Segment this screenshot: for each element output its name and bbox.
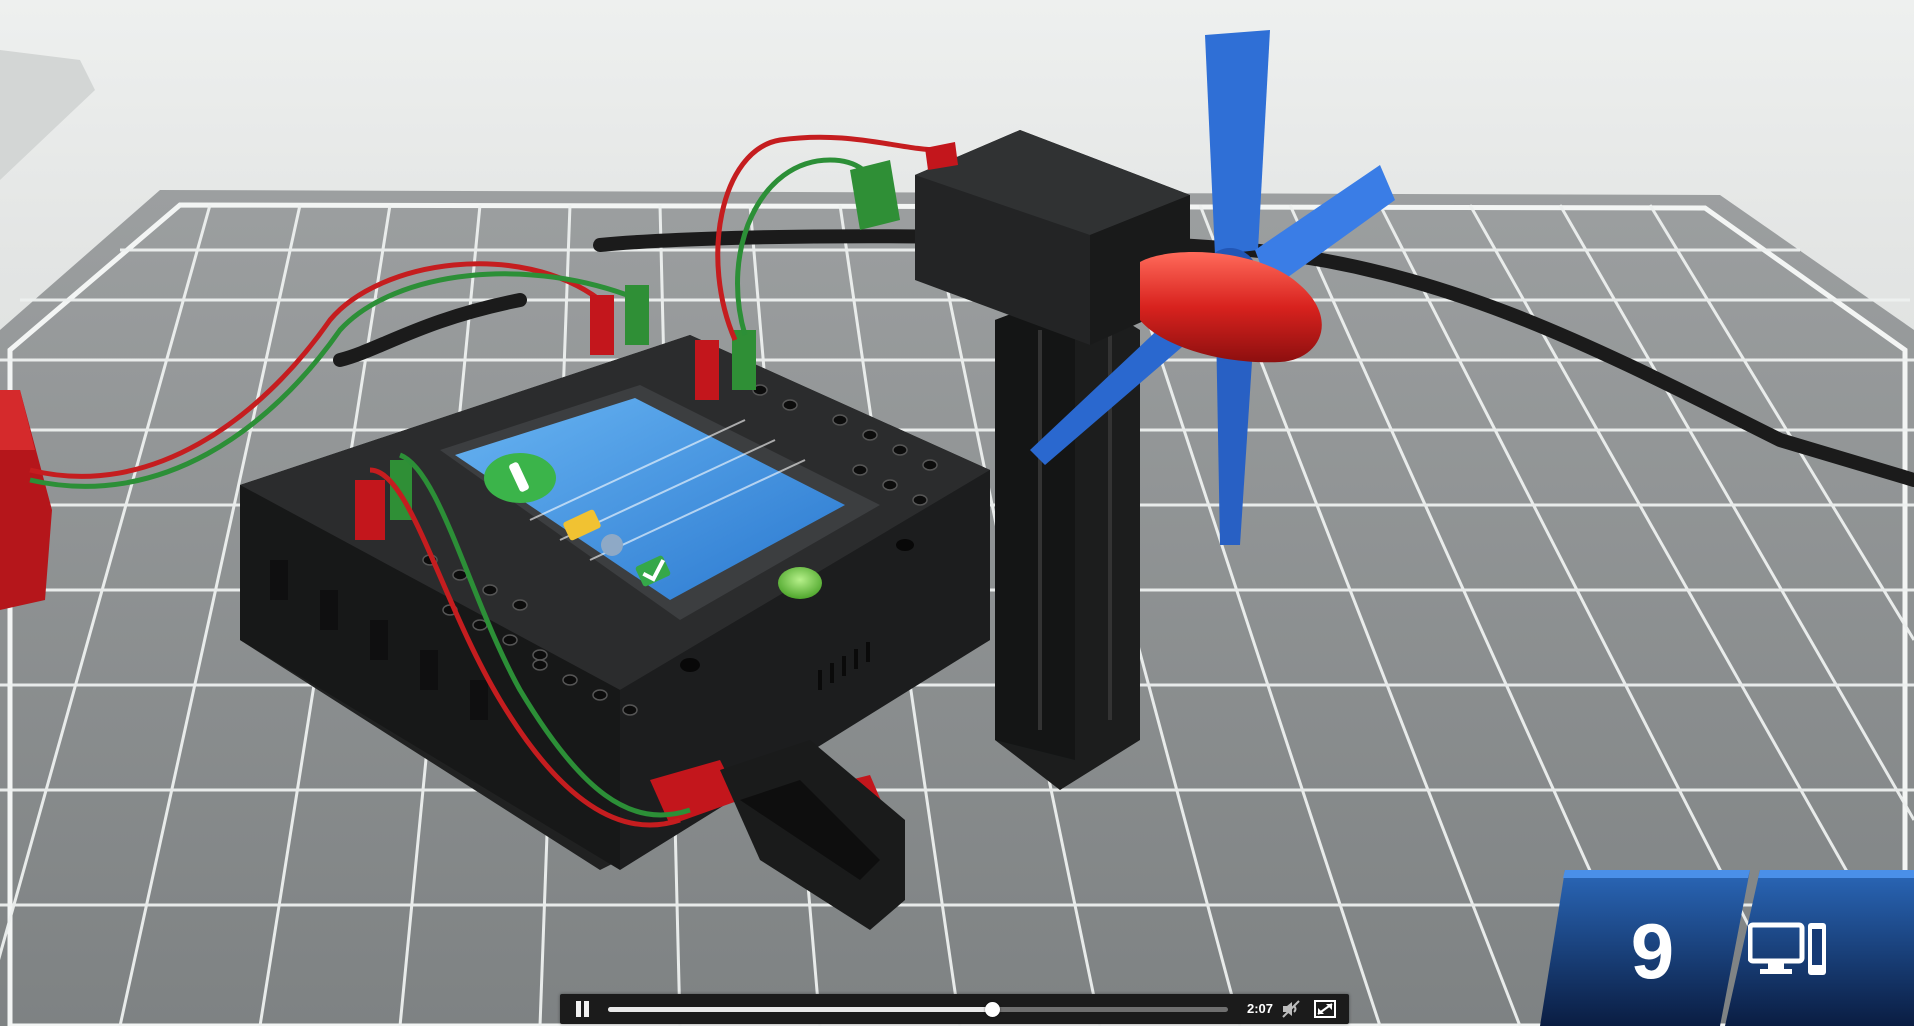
display-device-icon[interactable] [1748,919,1830,983]
propeller [1030,30,1395,545]
fullscreen-icon[interactable] [1314,1000,1336,1018]
step-number: 9 [1630,907,1674,995]
muted-speaker-icon[interactable] [1280,999,1302,1019]
step-badge: 9 [1534,871,1914,1026]
current-time: 2:07 [1246,1001,1274,1016]
seek-bar-progress [608,1007,993,1012]
video-player-controls: 2:07 [560,994,1349,1024]
pause-icon[interactable] [572,1000,592,1018]
motor-tower [850,130,1190,790]
seek-bar[interactable] [608,1002,1228,1017]
onoff-button [778,567,822,599]
txt-controller [240,335,990,870]
spinner-nose [1140,252,1322,363]
seek-handle[interactable] [985,1002,1001,1017]
